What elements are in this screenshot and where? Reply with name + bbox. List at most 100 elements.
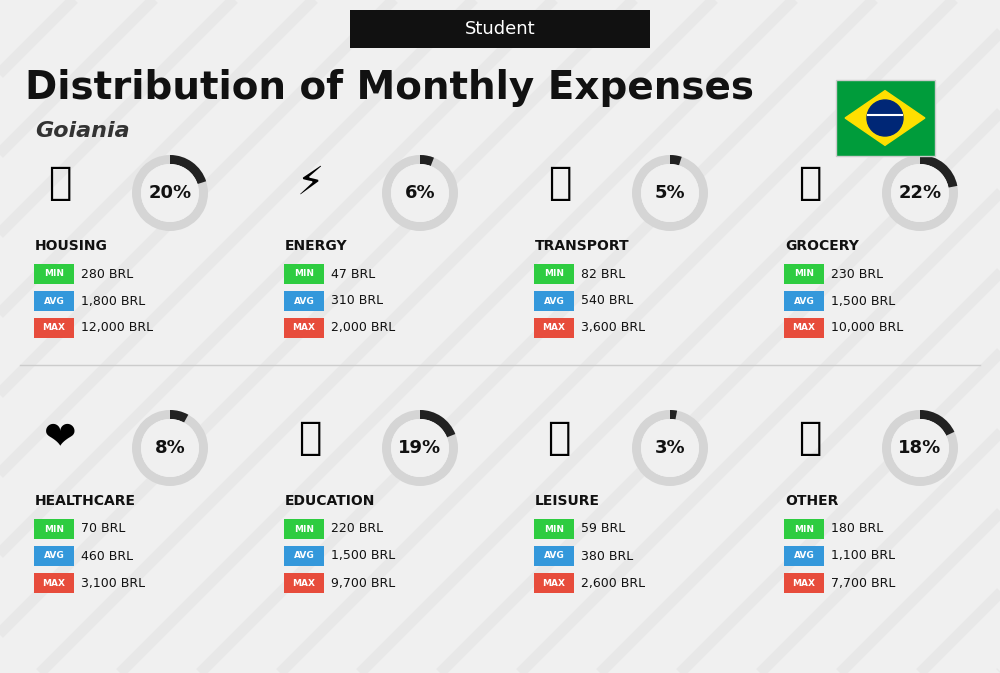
FancyBboxPatch shape xyxy=(34,573,74,593)
FancyBboxPatch shape xyxy=(784,573,824,593)
FancyBboxPatch shape xyxy=(350,10,650,48)
Circle shape xyxy=(391,164,449,222)
Text: MIN: MIN xyxy=(44,269,64,279)
Text: MAX: MAX xyxy=(542,579,566,588)
Text: 5%: 5% xyxy=(655,184,685,202)
Text: 59 BRL: 59 BRL xyxy=(581,522,625,536)
Text: 6%: 6% xyxy=(405,184,435,202)
Text: EDUCATION: EDUCATION xyxy=(285,494,375,508)
Text: MAX: MAX xyxy=(542,324,566,332)
Polygon shape xyxy=(845,91,925,145)
Wedge shape xyxy=(882,155,958,231)
Wedge shape xyxy=(170,155,206,184)
Circle shape xyxy=(141,164,199,222)
Circle shape xyxy=(891,419,949,477)
FancyBboxPatch shape xyxy=(534,291,574,311)
Text: 10,000 BRL: 10,000 BRL xyxy=(831,322,903,334)
Text: AVG: AVG xyxy=(794,297,814,306)
Text: 9,700 BRL: 9,700 BRL xyxy=(331,577,395,590)
Circle shape xyxy=(641,164,699,222)
Text: MAX: MAX xyxy=(42,324,66,332)
Text: 82 BRL: 82 BRL xyxy=(581,267,625,281)
FancyBboxPatch shape xyxy=(34,318,74,338)
Text: 70 BRL: 70 BRL xyxy=(81,522,125,536)
Text: 380 BRL: 380 BRL xyxy=(581,549,633,563)
Circle shape xyxy=(141,419,199,477)
Text: 1,800 BRL: 1,800 BRL xyxy=(81,295,145,308)
Text: MAX: MAX xyxy=(792,324,815,332)
Text: MIN: MIN xyxy=(794,269,814,279)
Wedge shape xyxy=(920,410,954,435)
Text: 19%: 19% xyxy=(398,439,442,457)
Circle shape xyxy=(867,100,903,136)
Wedge shape xyxy=(382,155,458,231)
Text: 540 BRL: 540 BRL xyxy=(581,295,633,308)
FancyBboxPatch shape xyxy=(784,318,824,338)
FancyBboxPatch shape xyxy=(784,546,824,566)
FancyBboxPatch shape xyxy=(534,573,574,593)
Wedge shape xyxy=(882,410,958,486)
Text: MIN: MIN xyxy=(544,524,564,534)
FancyBboxPatch shape xyxy=(836,80,935,156)
Text: ⚡: ⚡ xyxy=(296,164,324,202)
FancyBboxPatch shape xyxy=(784,520,824,539)
Wedge shape xyxy=(420,155,434,166)
FancyBboxPatch shape xyxy=(784,264,824,284)
Wedge shape xyxy=(632,410,708,486)
Text: 280 BRL: 280 BRL xyxy=(81,267,133,281)
Wedge shape xyxy=(632,155,708,231)
Text: AVG: AVG xyxy=(544,551,564,561)
Text: AVG: AVG xyxy=(544,297,564,306)
Text: MIN: MIN xyxy=(294,269,314,279)
Text: 🛍️: 🛍️ xyxy=(548,419,572,457)
Text: HEALTHCARE: HEALTHCARE xyxy=(35,494,136,508)
FancyBboxPatch shape xyxy=(534,546,574,566)
Text: TRANSPORT: TRANSPORT xyxy=(535,239,630,253)
Text: AVG: AVG xyxy=(794,551,814,561)
Text: GROCERY: GROCERY xyxy=(785,239,859,253)
Wedge shape xyxy=(920,155,957,188)
Text: MIN: MIN xyxy=(294,524,314,534)
Text: 3%: 3% xyxy=(655,439,685,457)
Text: 18%: 18% xyxy=(898,439,942,457)
Text: 🚌: 🚌 xyxy=(548,164,572,202)
Text: 20%: 20% xyxy=(148,184,192,202)
FancyBboxPatch shape xyxy=(284,264,324,284)
Text: 460 BRL: 460 BRL xyxy=(81,549,133,563)
Text: 🛒: 🛒 xyxy=(798,164,822,202)
FancyBboxPatch shape xyxy=(534,318,574,338)
Text: 47 BRL: 47 BRL xyxy=(331,267,375,281)
Circle shape xyxy=(641,419,699,477)
Wedge shape xyxy=(382,410,458,486)
Text: Goiania: Goiania xyxy=(35,121,130,141)
Text: 3,600 BRL: 3,600 BRL xyxy=(581,322,645,334)
Circle shape xyxy=(391,419,449,477)
Text: 1,500 BRL: 1,500 BRL xyxy=(831,295,895,308)
FancyBboxPatch shape xyxy=(34,520,74,539)
Wedge shape xyxy=(170,410,188,423)
Text: MAX: MAX xyxy=(792,579,815,588)
Wedge shape xyxy=(670,155,682,166)
Text: ENERGY: ENERGY xyxy=(285,239,348,253)
Text: OTHER: OTHER xyxy=(785,494,838,508)
FancyBboxPatch shape xyxy=(34,546,74,566)
Text: HOUSING: HOUSING xyxy=(35,239,108,253)
Text: 2,000 BRL: 2,000 BRL xyxy=(331,322,395,334)
Circle shape xyxy=(891,164,949,222)
Wedge shape xyxy=(132,410,208,486)
FancyBboxPatch shape xyxy=(784,291,824,311)
Text: 1,100 BRL: 1,100 BRL xyxy=(831,549,895,563)
Text: 220 BRL: 220 BRL xyxy=(331,522,383,536)
Text: AVG: AVG xyxy=(294,297,314,306)
Text: 3,100 BRL: 3,100 BRL xyxy=(81,577,145,590)
Text: 12,000 BRL: 12,000 BRL xyxy=(81,322,153,334)
Text: MAX: MAX xyxy=(292,579,316,588)
Text: LEISURE: LEISURE xyxy=(535,494,600,508)
FancyBboxPatch shape xyxy=(284,520,324,539)
Text: 🏢: 🏢 xyxy=(48,164,72,202)
Text: 8%: 8% xyxy=(155,439,185,457)
FancyBboxPatch shape xyxy=(284,573,324,593)
Text: 2,600 BRL: 2,600 BRL xyxy=(581,577,645,590)
Wedge shape xyxy=(420,410,455,437)
Text: MIN: MIN xyxy=(544,269,564,279)
